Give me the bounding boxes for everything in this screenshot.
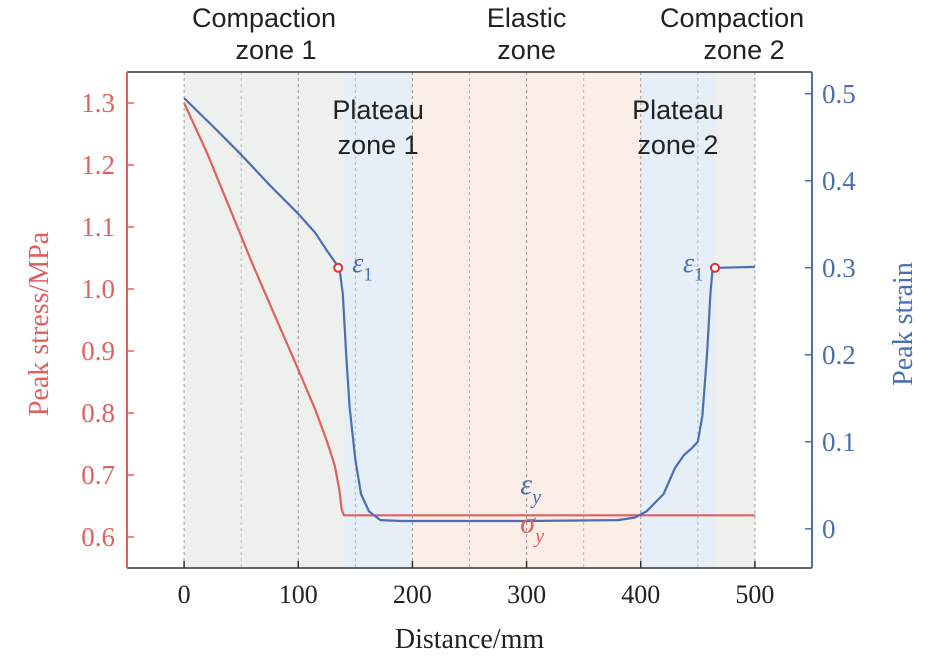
y-left-tick-label-1: 0.7 (81, 460, 115, 490)
curve-label-1-main: σ (520, 507, 536, 540)
x-tick-label-300: 300 (507, 580, 546, 609)
y-right-tick-label-0: 0 (822, 514, 836, 544)
curve-label-0-main: ε (520, 468, 532, 501)
marker-label-0-main: ε (352, 248, 363, 279)
zone-label-bottom-3: zone 2 (637, 130, 718, 160)
series-line-strain (183, 97, 755, 523)
zone-label-top-0: Compaction (192, 3, 336, 33)
zone-label-bottom-2: zone (497, 35, 556, 65)
strain-markers: ε1 ε1 (333, 248, 720, 286)
y-left-tick-label-0: 0.6 (81, 522, 115, 552)
curve-label-0: εy (520, 468, 542, 509)
zone-label-bottom-1: zone 1 (338, 130, 419, 160)
x-axis-title: Distance/mm (395, 624, 545, 655)
zone-band-4 (714, 72, 755, 568)
y-left-tick-label-5: 1.1 (81, 212, 115, 242)
zone-label-top-2: Elastic (487, 3, 567, 33)
y-left-tick-label-6: 1.2 (81, 150, 115, 180)
series-line-stress (183, 102, 755, 517)
curve-label-1: σy (520, 507, 545, 548)
y-right-tick-label-5: 0.5 (822, 79, 856, 109)
data-series (183, 97, 755, 523)
marker-point-0 (333, 262, 344, 273)
y-left-tick-label-3: 0.9 (81, 336, 115, 366)
y-left-axis-title: Peak stress/MPa (24, 231, 55, 416)
curve-label-0-sub: y (530, 487, 542, 509)
marker-point-1 (709, 262, 720, 273)
marker-label-0: ε1 (352, 248, 373, 286)
y-left-tick-label-2: 0.8 (81, 398, 115, 428)
zone-bands (184, 72, 755, 568)
zone-label-top-1: Plateau (332, 95, 424, 125)
x-tick-label-100: 100 (279, 580, 318, 609)
marker-label-1-sub: 1 (694, 265, 704, 286)
zone-label-bottom-4: zone 2 (704, 35, 785, 65)
zone-label-top-3: Plateau (632, 95, 724, 125)
curve-label-1-sub: y (533, 525, 545, 547)
x-tick-label-500: 500 (735, 580, 774, 609)
y-right-tick-label-1: 0.1 (822, 427, 856, 457)
x-tick-label-400: 400 (621, 580, 660, 609)
y-right-tick-label-2: 0.2 (822, 340, 856, 370)
vertical-grid (183, 72, 756, 568)
y-left-tick-label-7: 1.3 (81, 88, 115, 118)
x-tick-label-0: 0 (178, 580, 191, 609)
y-left-tick-label-4: 1.0 (81, 274, 115, 304)
marker-label-1: ε1 (683, 248, 704, 286)
axes: 0 100 200 300 400 500 0.6 0.7 0.8 0.9 1.0 1.1 1.2 1.3… (24, 71, 919, 655)
y-right-tick-label-3: 0.3 (822, 253, 856, 283)
x-tick-label-200: 200 (393, 580, 432, 609)
marker-label-0-sub: 1 (363, 265, 373, 286)
zone-label-top-4: Compaction (660, 3, 804, 33)
zone-band-3 (640, 72, 715, 568)
zone-label-bottom-0: zone 1 (235, 35, 316, 65)
zone-band-0 (184, 72, 344, 568)
y-right-tick-label-4: 0.4 (822, 166, 856, 196)
y-right-axis-title: Peak strain (888, 262, 919, 386)
marker-label-1-main: ε (683, 248, 694, 279)
